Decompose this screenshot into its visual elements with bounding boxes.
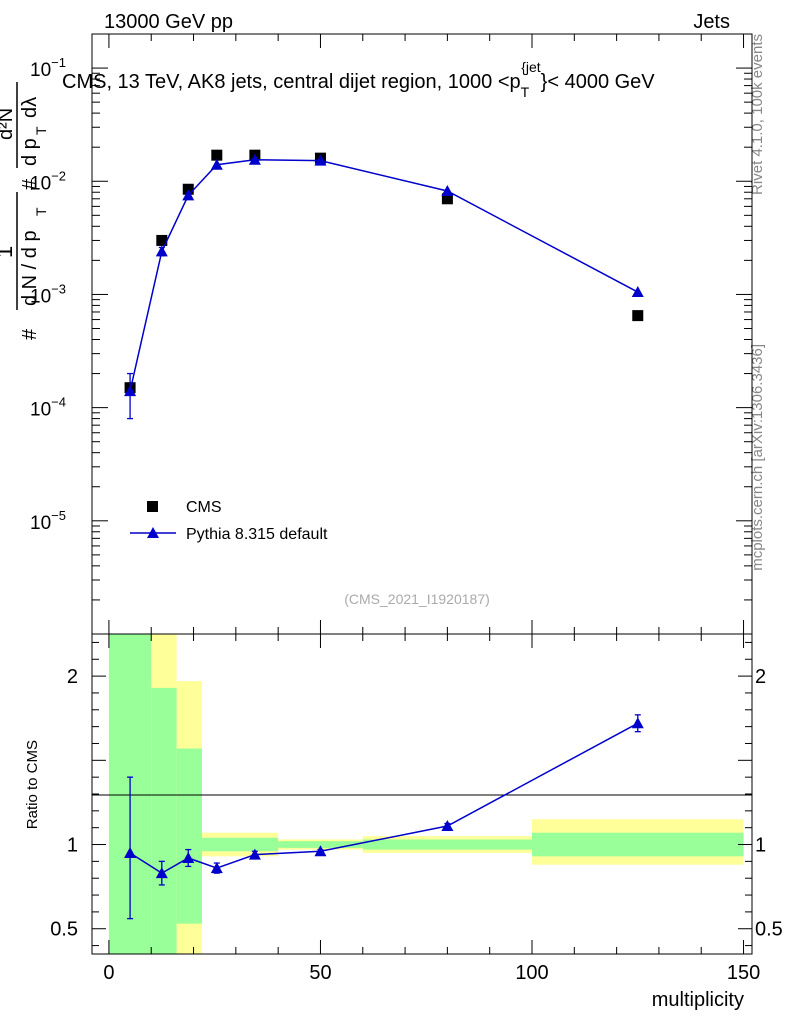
pythia-point xyxy=(182,189,195,201)
main-axis-ticks xyxy=(92,33,752,635)
ratio-plot-panel: 0.5 0.5 1 1 2 2 0 50 100 150 Ratio to CMS multip… xyxy=(24,633,783,1011)
pythia-line xyxy=(129,158,639,392)
pythia-point xyxy=(210,158,223,170)
main-y-tick-label: 10−4 xyxy=(30,395,66,421)
ratio-point xyxy=(631,717,644,729)
ratio-band-green xyxy=(532,832,744,857)
legend-marker-pythia xyxy=(147,527,159,538)
x-tick-label: 150 xyxy=(727,962,760,984)
ratio-point xyxy=(248,848,261,860)
cms-point xyxy=(211,149,223,161)
title-subscript: T xyxy=(521,84,530,100)
legend-marker-cms xyxy=(147,501,158,512)
y-label-hash-1: # xyxy=(19,328,41,340)
ratio-point xyxy=(314,845,327,857)
ratio-y-tick-label: 2 xyxy=(67,666,78,688)
ratio-point xyxy=(182,852,195,863)
title-superscript: {jet xyxy=(521,59,541,75)
legend-label-pythia: Pythia 8.315 default xyxy=(186,526,328,543)
y-label-dlambda: dλ xyxy=(19,97,41,118)
pythia-point xyxy=(124,385,137,397)
main-series-layer xyxy=(124,149,644,420)
cms-point xyxy=(441,193,453,205)
main-frame xyxy=(91,33,753,635)
ratio-band-green xyxy=(151,687,177,954)
ratio-point xyxy=(210,862,223,874)
y-label-T-sub-2: T xyxy=(33,126,49,135)
category-label: Jets xyxy=(693,11,730,33)
legend-label-cms: CMS xyxy=(186,499,222,516)
main-y-tick-labels: 10−1 10−2 10−3 10−4 10−5 xyxy=(30,55,66,534)
y-label-T-sub: T xyxy=(33,207,49,216)
pythia-point xyxy=(314,154,327,166)
main-y-tick-label: 10−5 xyxy=(30,508,66,534)
main-plot-panel: 10−1 10−2 10−3 10−4 10−5 CMS, 13 TeV, AK8 je… xyxy=(0,33,753,635)
ratio-frame xyxy=(91,633,753,955)
x-axis-label: multiplicity xyxy=(652,989,744,1011)
ratio-band-green xyxy=(278,841,363,848)
pythia-point xyxy=(248,153,261,165)
cms-point xyxy=(156,234,168,246)
ratio-y-tick-label-right: 1 xyxy=(755,835,766,857)
x-tick-label: 50 xyxy=(309,962,331,984)
ratio-band-green xyxy=(176,748,202,924)
ratio-point xyxy=(124,846,137,858)
watermark: (CMS_2021_I1920187) xyxy=(344,591,490,607)
ratio-line xyxy=(129,722,639,875)
chart-title: CMS, 13 TeV, AK8 jets, central dijet reg… xyxy=(62,59,655,100)
pythia-point xyxy=(631,286,644,298)
mcplots-label: mcplots.cern.ch [arXiv:1306.3436] xyxy=(749,344,766,571)
x-tick-label: 0 xyxy=(103,962,114,984)
ratio-y-axis-label: Ratio to CMS xyxy=(24,740,41,829)
energy-label: 13000 GeV pp xyxy=(104,11,233,33)
title-end: }< 4000 GeV xyxy=(541,71,656,93)
ratio-band-green xyxy=(362,839,532,850)
ratio-y-tick-labels: 0.5 0.5 1 1 2 2 xyxy=(50,666,783,941)
rivet-label: Rivet 4.1.0, 100k events xyxy=(749,34,766,195)
ratio-point xyxy=(155,867,168,879)
cms-point xyxy=(632,310,644,322)
y-label-d2N: d²N xyxy=(0,108,17,140)
pythia-point xyxy=(441,185,454,197)
y-label-dN-dpT: d N / d p xyxy=(19,230,41,306)
ratio-y-tick-label: 0.5 xyxy=(50,919,78,941)
legend: CMS Pythia 8.315 default xyxy=(130,499,328,543)
ratio-series-layer xyxy=(124,714,644,920)
ratio-y-tick-label-right: 0.5 xyxy=(755,919,783,941)
main-y-tick-label: 10−1 xyxy=(30,55,66,81)
main-y-tick-label: 10−2 xyxy=(30,168,66,194)
x-tick-label: 100 xyxy=(515,962,548,984)
ratio-point xyxy=(441,820,454,831)
main-y-axis-label: # d N / d p T 1 # d p T dλ d²N xyxy=(0,82,49,340)
y-label-hash-2: # xyxy=(19,178,41,190)
ratio-x-tick-labels: 0 50 100 150 xyxy=(103,962,760,984)
cms-point xyxy=(182,183,194,195)
ratio-band-green xyxy=(202,837,279,852)
ratio-y-tick-label: 1 xyxy=(67,835,78,857)
pythia-point xyxy=(155,245,168,257)
ratio-uncertainty-bands xyxy=(108,634,744,954)
ratio-axis-ticks xyxy=(92,634,752,954)
y-label-dpT-dlambda: d p xyxy=(19,138,41,166)
main-y-tick-label: 10−3 xyxy=(30,281,66,307)
y-label-one: 1 xyxy=(0,246,17,258)
ratio-y-tick-label-right: 2 xyxy=(755,666,766,688)
